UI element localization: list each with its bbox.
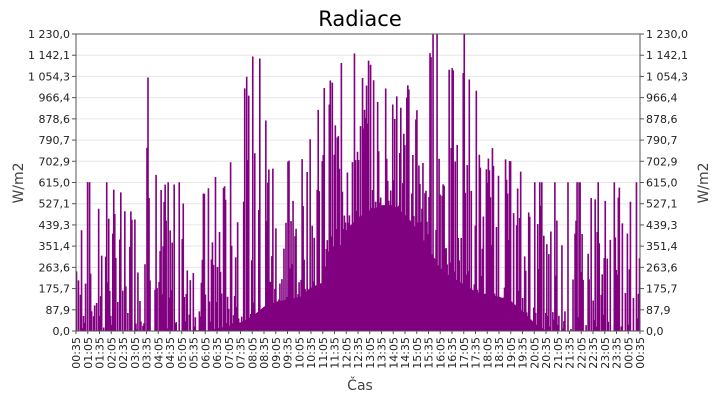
x-tick-label: 08:05 [246,337,259,369]
y-tick-label-left: 527,1 [39,198,71,211]
y-tick-label-left: 790,7 [39,134,71,147]
data-series [75,33,641,332]
x-tick-label: 06:05 [199,337,212,369]
y-tick-label-right: 87,9 [646,304,671,317]
y-tick-label-right: 790,7 [646,134,678,147]
x-tick-label: 22:35 [587,337,600,369]
x-tick-label: 19:05 [505,337,518,369]
x-tick-label: 15:05 [411,337,424,369]
x-tick-label: 15:35 [423,337,436,369]
y-axis-label-right: W/m2 [696,162,712,203]
x-tick-label: 23:35 [611,337,624,369]
y-tick-label-right: 175,7 [646,283,678,296]
y-tick-label-right: 527,1 [646,198,678,211]
y-tick-label-left: 0,0 [53,325,71,338]
x-tick-label: 21:05 [552,337,565,369]
x-tick-label: 00:05 [622,337,635,369]
y-tick-label-left: 615,0 [39,177,71,190]
x-tick-label: 00:35 [70,337,83,369]
x-tick-label: 04:05 [152,337,165,369]
y-tick-label-right: 1 054,3 [646,70,688,83]
x-tick-label: 20:05 [528,337,541,369]
x-tick-label: 16:35 [446,337,459,369]
x-tick-label: 09:35 [282,337,295,369]
y-tick-label-right: 615,0 [646,177,678,190]
x-tick-label: 18:35 [493,337,506,369]
x-tick-labels: 00:3501:0501:3502:0502:3503:0503:3504:05… [70,331,647,369]
chart-title: Radiace [318,7,402,31]
y-tick-label-right: 263,6 [646,261,678,274]
y-tick-label-left: 702,9 [39,155,71,168]
x-tick-label: 13:05 [364,337,377,369]
y-tick-label-left: 1 054,3 [28,70,70,83]
x-tick-label: 07:35 [235,337,248,369]
x-tick-label: 06:35 [211,337,224,369]
radiation-series-area [75,33,641,332]
x-tick-label: 19:35 [517,337,530,369]
x-tick-label: 23:05 [599,337,612,369]
x-tick-label: 14:35 [399,337,412,369]
x-tick-label: 21:35 [564,337,577,369]
x-axis-label: Čas [347,376,373,394]
x-tick-label: 17:05 [458,337,471,369]
x-tick-label: 03:05 [129,337,142,369]
y-tick-label-left: 878,6 [39,113,71,126]
y-tick-label-right: 439,3 [646,219,678,232]
y-tick-label-left: 87,9 [46,304,71,317]
x-tick-label: 20:35 [540,337,553,369]
x-tick-label: 12:35 [352,337,365,369]
y-tick-label-right: 702,9 [646,155,678,168]
x-tick-label: 09:05 [270,337,283,369]
y-axis-label-left: W/m2 [11,162,27,203]
x-tick-label: 11:35 [329,337,342,369]
y-tick-label-left: 1 142,1 [28,49,70,62]
x-tick-label: 10:35 [305,337,318,369]
y-tick-label-left: 1 230,0 [28,28,70,41]
x-tick-label: 22:05 [575,337,588,369]
y-tick-label-right: 966,4 [646,92,678,105]
x-tick-label: 17:35 [470,337,483,369]
y-tick-label-right: 351,4 [646,240,678,253]
y-tick-label-left: 439,3 [39,219,71,232]
y-tick-label-left: 351,4 [39,240,71,253]
x-tick-label: 18:05 [481,337,494,369]
y-tick-label-right: 1 142,1 [646,49,688,62]
x-tick-label: 03:35 [141,337,154,369]
x-tick-label: 00:35 [634,337,647,369]
y-tick-label-right: 878,6 [646,113,678,126]
y-tick-labels: 0,0 0,0 87,9 87,9 175,7 175,7 263,6 263,6 351,4 3… [28,28,688,338]
x-tick-label: 07:05 [223,337,236,369]
x-tick-label: 01:05 [82,337,95,369]
y-tick-label-left: 263,6 [39,261,71,274]
x-tick-label: 13:35 [376,337,389,369]
y-tick-label-left: 175,7 [39,283,71,296]
x-tick-label: 02:35 [117,337,130,369]
x-tick-label: 10:05 [293,337,306,369]
x-tick-label: 16:05 [434,337,447,369]
x-tick-label: 04:35 [164,337,177,369]
x-tick-label: 05:05 [176,337,189,369]
x-tick-label: 05:35 [188,337,201,369]
x-tick-label: 02:05 [105,337,118,369]
x-tick-label: 14:05 [387,337,400,369]
y-tick-label-right: 0,0 [646,325,664,338]
x-tick-label: 01:35 [94,337,107,369]
x-tick-label: 11:05 [317,337,330,369]
x-tick-label: 08:35 [258,337,271,369]
y-tick-label-left: 966,4 [39,92,71,105]
y-tick-label-right: 1 230,0 [646,28,688,41]
x-tick-label: 12:05 [340,337,353,369]
